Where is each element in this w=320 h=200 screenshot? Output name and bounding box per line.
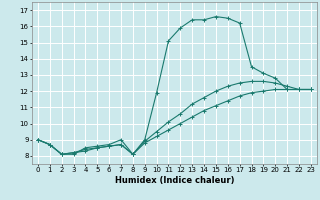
X-axis label: Humidex (Indice chaleur): Humidex (Indice chaleur) xyxy=(115,176,234,185)
